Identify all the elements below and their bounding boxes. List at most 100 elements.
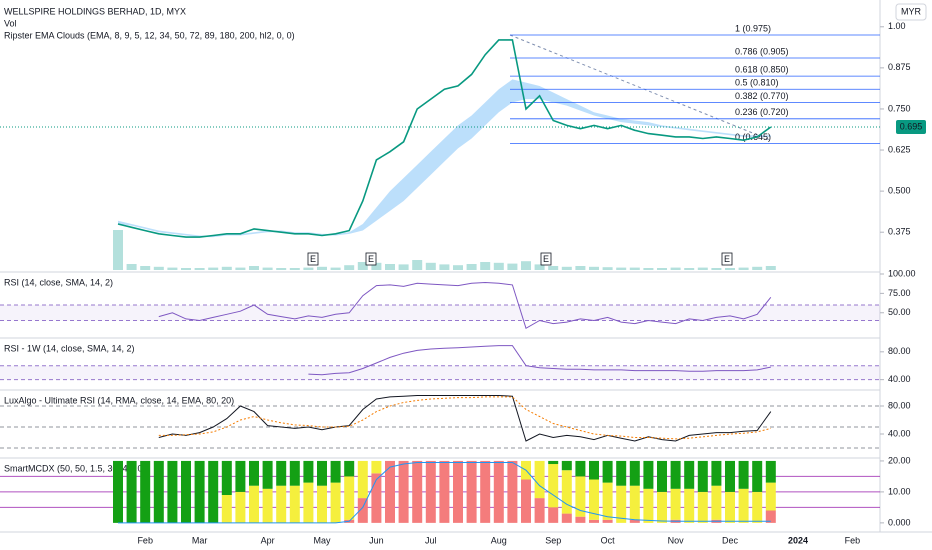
x-tick-label: Mar bbox=[192, 535, 208, 545]
bar-segment bbox=[589, 460, 599, 480]
x-tick-label: Jun bbox=[369, 535, 384, 545]
y-tick-label: 50.00 bbox=[888, 307, 911, 317]
bar-segment bbox=[765, 482, 776, 511]
panel-title: LuxAlgo - Ultimate RSI (14, RMA, close, … bbox=[4, 395, 234, 405]
volume-bar bbox=[371, 262, 382, 270]
bar-segment bbox=[371, 460, 382, 474]
bar-segment bbox=[643, 460, 654, 489]
earnings-box bbox=[307, 252, 319, 266]
bar-segment bbox=[289, 460, 300, 486]
volume-bar bbox=[575, 266, 586, 270]
fib-label: 0 (0.645) bbox=[735, 132, 771, 142]
volume-bar bbox=[262, 267, 273, 270]
bar-segment bbox=[126, 460, 137, 523]
x-tick-label: Nov bbox=[668, 535, 685, 545]
bar-segment bbox=[684, 488, 695, 523]
bar-segment bbox=[385, 460, 395, 523]
series-line bbox=[158, 396, 771, 440]
y-tick-label: 1.00 bbox=[888, 21, 906, 31]
fib-label: 0.5 (0.810) bbox=[735, 78, 779, 88]
volume-bar bbox=[453, 265, 463, 270]
bar-segment bbox=[276, 485, 287, 523]
volume-bar bbox=[752, 266, 763, 270]
series-line bbox=[117, 39, 772, 238]
volume-bar bbox=[711, 268, 722, 270]
series-line bbox=[308, 345, 771, 376]
bar-segment bbox=[616, 485, 627, 523]
bar-segment bbox=[330, 460, 341, 483]
bar-segment bbox=[643, 488, 654, 523]
x-tick-label: Aug bbox=[491, 535, 507, 545]
bar-segment bbox=[575, 460, 586, 477]
series-line bbox=[118, 462, 771, 524]
bar-segment bbox=[711, 460, 722, 486]
volume-bar bbox=[738, 267, 749, 270]
panel-title: RSI (14, close, SMA, 14, 2) bbox=[4, 277, 113, 287]
volume-bar bbox=[765, 266, 776, 270]
volume-bar bbox=[439, 264, 450, 270]
volume-bar bbox=[140, 266, 151, 270]
bar-segment bbox=[453, 460, 463, 523]
bar-segment bbox=[725, 460, 735, 492]
y-tick-label: 40.00 bbox=[888, 428, 911, 438]
bar-segment bbox=[221, 460, 232, 495]
x-tick-label: Apr bbox=[261, 535, 275, 545]
bar-segment bbox=[167, 460, 178, 523]
x-tick-label: Jul bbox=[425, 535, 437, 545]
bar-segment bbox=[357, 460, 368, 499]
bar-segment bbox=[670, 460, 681, 489]
volume-bar bbox=[684, 268, 695, 270]
bar-segment bbox=[289, 485, 300, 523]
bar-segment bbox=[575, 516, 586, 523]
bar-segment bbox=[629, 485, 640, 520]
band-fill bbox=[0, 365, 880, 380]
currency-box[interactable] bbox=[895, 3, 927, 21]
volume-bar bbox=[398, 264, 409, 270]
bar-segment bbox=[711, 485, 722, 520]
bar-segment bbox=[303, 482, 314, 523]
y-tick-label: 80.00 bbox=[888, 400, 911, 410]
volume-label: Vol bbox=[4, 18, 17, 28]
volume-bar bbox=[548, 266, 559, 270]
volume-bar bbox=[521, 261, 531, 270]
volume-bar bbox=[126, 264, 137, 270]
volume-bar bbox=[670, 267, 681, 270]
bar-segment bbox=[208, 460, 219, 523]
y-tick-label: 10.00 bbox=[888, 486, 911, 496]
bar-segment bbox=[235, 491, 246, 523]
bar-segment bbox=[589, 479, 599, 520]
bar-segment bbox=[629, 519, 640, 523]
bar-segment bbox=[235, 460, 246, 492]
y-tick-label: 0.875 bbox=[888, 62, 911, 72]
y-tick-label: 0.000 bbox=[888, 517, 911, 527]
bar-segment bbox=[534, 498, 545, 523]
earnings-marker: E bbox=[368, 254, 374, 264]
bar-segment bbox=[344, 476, 355, 520]
x-tick-label: 2024 bbox=[788, 535, 808, 545]
y-tick-label: 40.00 bbox=[888, 374, 911, 384]
bar-segment bbox=[181, 460, 191, 523]
volume-bar bbox=[657, 268, 667, 270]
x-tick-label: Dec bbox=[722, 535, 739, 545]
bar-segment bbox=[357, 498, 368, 523]
bar-segment bbox=[303, 460, 314, 483]
volume-bar bbox=[303, 267, 314, 270]
bar-segment bbox=[602, 519, 613, 523]
bar-segment bbox=[752, 491, 763, 523]
volume-bar bbox=[167, 267, 178, 270]
volume-bar bbox=[317, 266, 327, 270]
bar-segment bbox=[371, 473, 382, 523]
bar-segment bbox=[480, 460, 491, 523]
y-tick-label: 0.750 bbox=[888, 103, 911, 113]
bar-segment bbox=[548, 507, 559, 523]
volume-bar bbox=[194, 268, 205, 270]
bar-segment bbox=[262, 488, 273, 523]
currency: MYR bbox=[901, 6, 922, 16]
volume-bar bbox=[249, 266, 259, 270]
fib-label: 1 (0.975) bbox=[735, 23, 771, 33]
bar-segment bbox=[412, 460, 423, 523]
volume-bar bbox=[425, 262, 436, 270]
bar-segment bbox=[616, 460, 627, 486]
bar-segment bbox=[548, 464, 559, 508]
bar-segment bbox=[657, 491, 667, 523]
